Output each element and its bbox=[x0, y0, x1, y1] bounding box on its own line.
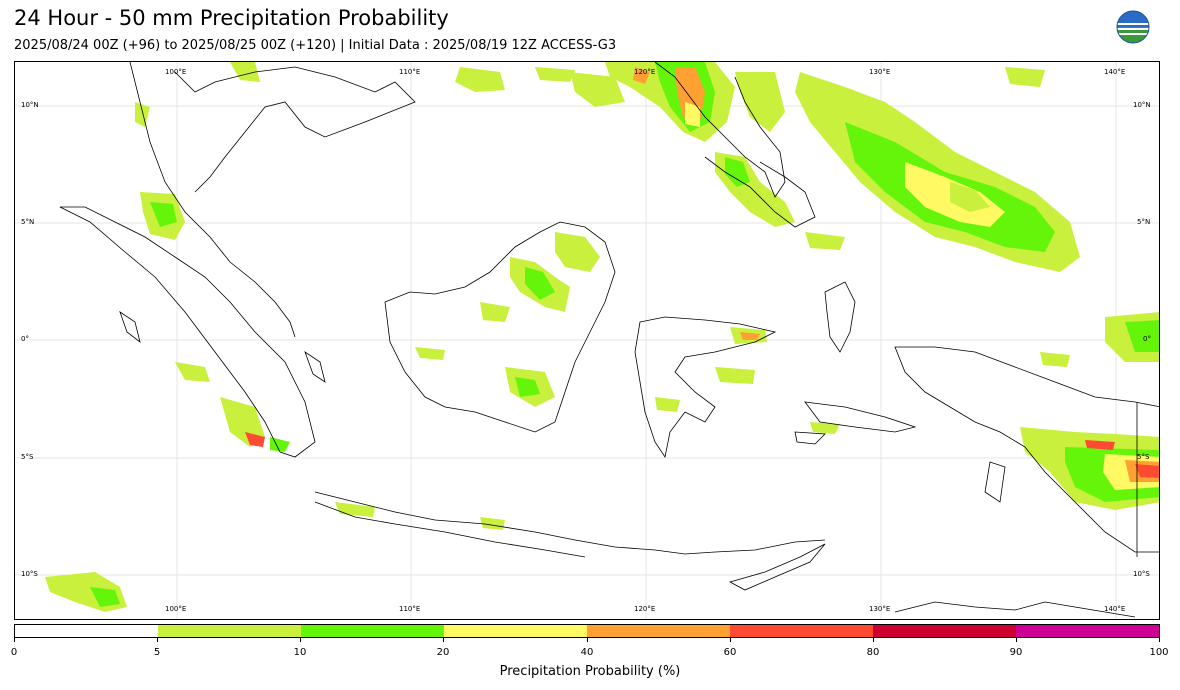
lon-label-bottom-110: 110°E bbox=[399, 605, 421, 613]
colorbar-tick-5: 5 bbox=[153, 647, 161, 658]
lon-label-top-120: 120°E bbox=[634, 68, 656, 76]
lat-label-left-5n: 5°N bbox=[21, 218, 35, 226]
lat-label-right-5n: 5°N bbox=[1137, 218, 1151, 226]
page-subtitle: 2025/08/24 00Z (+96) to 2025/08/25 00Z (… bbox=[14, 38, 617, 53]
colorbar-segment-10-20 bbox=[301, 625, 444, 637]
lon-label-bottom-140: 140°E bbox=[1104, 605, 1126, 613]
colorbar bbox=[14, 624, 1160, 638]
colorbar-tick-40: 40 bbox=[580, 647, 594, 658]
lat-label-left-0: 0° bbox=[21, 335, 29, 343]
colorbar-segment-90-100 bbox=[1016, 625, 1159, 637]
precipitation-map: 100°E 110°E 120°E 130°E 140°E 100°E 110°… bbox=[14, 61, 1160, 620]
bmkg-logo-icon bbox=[1116, 10, 1150, 44]
lon-label-top-140: 140°E bbox=[1104, 68, 1126, 76]
lat-label-right-10n: 10°N bbox=[1133, 101, 1151, 109]
colorbar-tick-90: 90 bbox=[1009, 647, 1023, 658]
colorbar-tick-60: 60 bbox=[723, 647, 737, 658]
colorbar-segment-60-80 bbox=[730, 625, 873, 637]
lat-label-right-10s: 10°S bbox=[1133, 570, 1150, 578]
lat-label-right-0: 0° bbox=[1143, 335, 1151, 343]
map-canvas bbox=[15, 62, 1159, 619]
colorbar-segment-20-40 bbox=[444, 625, 587, 637]
lon-label-top-130: 130°E bbox=[869, 68, 891, 76]
precip-areas bbox=[45, 62, 1159, 612]
lat-label-right-5s: 5°S bbox=[1137, 453, 1150, 461]
lat-label-left-10n: 10°N bbox=[21, 101, 39, 109]
coastlines bbox=[59, 62, 1159, 618]
bmkg-logo bbox=[1112, 10, 1154, 56]
colorbar-tick-10: 10 bbox=[293, 647, 307, 658]
lon-label-bottom-130: 130°E bbox=[869, 605, 891, 613]
colorbar-segment-5-10 bbox=[158, 625, 301, 637]
colorbar-tick-80: 80 bbox=[866, 647, 880, 658]
lat-label-left-5s: 5°S bbox=[21, 453, 34, 461]
colorbar-tick-100: 100 bbox=[1149, 647, 1169, 658]
lat-label-left-10s: 10°S bbox=[21, 570, 38, 578]
lon-label-bottom-120: 120°E bbox=[634, 605, 656, 613]
lon-label-top-110: 110°E bbox=[399, 68, 421, 76]
lon-label-bottom-100: 100°E bbox=[165, 605, 187, 613]
lon-label-top-100: 100°E bbox=[165, 68, 187, 76]
colorbar-segment-0-5 bbox=[15, 625, 158, 637]
colorbar-title: Precipitation Probability (%) bbox=[499, 664, 681, 679]
colorbar-segment-40-60 bbox=[587, 625, 730, 637]
colorbar-tick-0: 0 bbox=[10, 647, 18, 658]
colorbar-segment-80-90 bbox=[873, 625, 1016, 637]
graticule bbox=[15, 62, 1159, 619]
colorbar-tick-20: 20 bbox=[436, 647, 450, 658]
page-title: 24 Hour - 50 mm Precipitation Probabilit… bbox=[14, 6, 449, 30]
